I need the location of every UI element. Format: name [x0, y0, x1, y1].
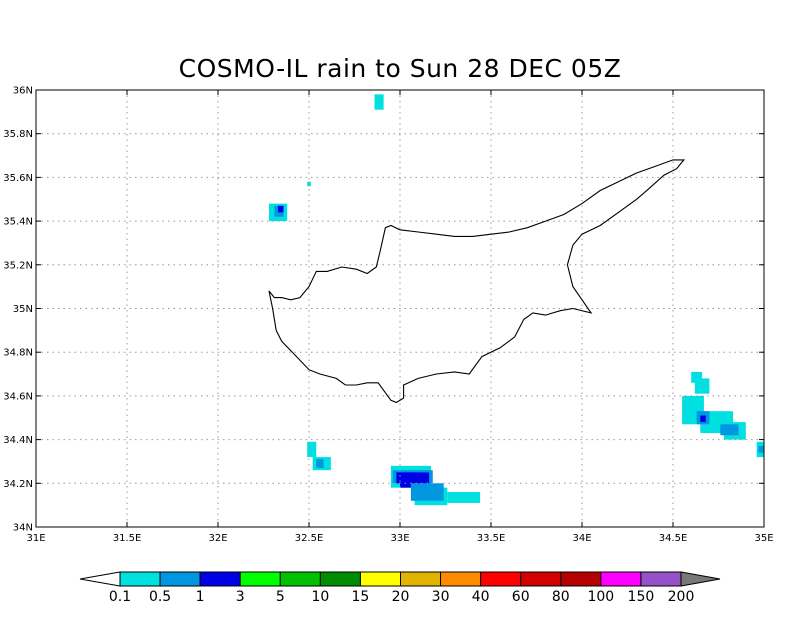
cyprus-coastline: [268, 159, 686, 404]
colorbar: 0.1 0.5 1 3 5 10 15 20 30 40 60 80 100 150 200: [79, 571, 721, 605]
lon-tick-label: 33E: [390, 533, 409, 544]
rain-cell: [396, 472, 430, 484]
rain-cell: [694, 378, 710, 394]
gridlines: [36, 90, 764, 527]
colorbar-label: 30: [432, 589, 450, 605]
colorbar-label: 80: [552, 589, 570, 605]
rain-cell: [307, 441, 317, 458]
colorbar-swatch: [199, 571, 241, 587]
colorbar-label: 1: [196, 589, 205, 605]
colorbar-label: 40: [472, 589, 490, 605]
lon-tick-label: 34.5E: [659, 533, 688, 544]
lon-tick-label: 35E: [754, 533, 773, 544]
rain-cell: [316, 459, 324, 469]
rain-cell: [700, 415, 706, 423]
rain-layer: [268, 94, 764, 506]
lat-tick-label: 34.8N: [3, 348, 33, 359]
lat-tick-label: 35.6N: [3, 173, 33, 184]
colorbar-label: 60: [512, 589, 530, 605]
lon-tick-label: 31E: [26, 533, 45, 544]
page-title: COSMO-IL rain to Sun 28 DEC 05Z: [178, 54, 622, 83]
colorbar-swatch: [359, 571, 401, 587]
lat-tick-label: 34.4N: [3, 435, 33, 446]
lat-tick-label: 35.8N: [3, 129, 33, 140]
colorbar-label: 3: [236, 589, 245, 605]
colorbar-label: 0.1: [109, 589, 131, 605]
rain-cell: [410, 483, 444, 501]
colorbar-swatch: [520, 571, 562, 587]
colorbar-label: 10: [311, 589, 329, 605]
lon-tick-label: 32E: [208, 533, 227, 544]
rain-cell: [447, 492, 481, 503]
rain-cell: [374, 94, 384, 110]
lon-tick-label: 31.5E: [113, 533, 142, 544]
rain-cell: [278, 205, 284, 213]
lat-tick-label: 36N: [13, 86, 33, 97]
rain-cell: [691, 371, 703, 383]
colorbar-swatch: [279, 571, 321, 587]
lon-tick-label: 34E: [572, 533, 591, 544]
rain-cell: [758, 446, 764, 453]
colorbar-label: 5: [276, 589, 285, 605]
colorbar-swatch: [480, 571, 522, 587]
colorbar-swatch: [400, 571, 442, 587]
coastline-layer: [268, 159, 686, 404]
lat-tick-label: 34N: [13, 523, 33, 534]
lon-tick-label: 32.5E: [295, 533, 324, 544]
colorbar-label: 150: [628, 589, 655, 605]
lat-tick-label: 35.4N: [3, 217, 33, 228]
colorbar-swatch: [319, 571, 361, 587]
colorbar-label: 15: [352, 589, 370, 605]
colorbar-swatch: [600, 571, 642, 587]
colorbar-swatch: [239, 571, 281, 587]
colorbar-high-arrow: [680, 571, 721, 587]
colorbar-label: 100: [587, 589, 614, 605]
colorbar-swatch: [159, 571, 201, 587]
colorbar-swatch: [119, 571, 161, 587]
axis-ticks: 31E 31.5E 32E 32.5E 33E 33.5E 34E 34.5E 35E 34N 34…: [3, 86, 773, 545]
lat-tick-label: 34.2N: [3, 479, 33, 490]
colorbar-swatch: [440, 571, 482, 587]
colorbar-label: 200: [668, 589, 695, 605]
rain-cell: [720, 424, 739, 436]
lat-tick-label: 35N: [13, 304, 33, 315]
colorbar-swatch: [560, 571, 602, 587]
colorbar-label: 0.5: [149, 589, 171, 605]
colorbar-low-arrow: [79, 571, 121, 587]
colorbar-label: 20: [392, 589, 410, 605]
lat-tick-label: 35.2N: [3, 260, 33, 271]
lon-tick-label: 33.5E: [477, 533, 506, 544]
colorbar-swatch: [640, 571, 682, 587]
lat-tick-label: 34.6N: [3, 391, 33, 402]
